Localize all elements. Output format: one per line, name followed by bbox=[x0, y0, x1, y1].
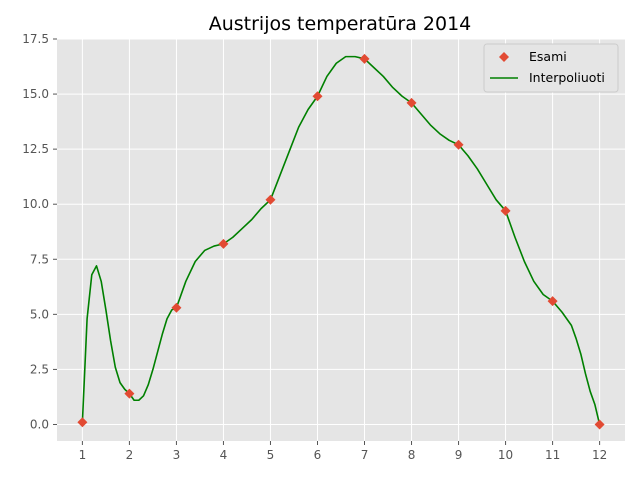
y-tick-label: 17.5 bbox=[22, 32, 49, 46]
y-tick-label: 10.0 bbox=[22, 197, 49, 211]
x-tick-label: 5 bbox=[267, 448, 275, 462]
y-tick-label: 0.0 bbox=[30, 417, 49, 431]
legend: Esami Interpoliuoti bbox=[483, 43, 619, 93]
data-point-esami bbox=[594, 419, 605, 430]
data-point-esami bbox=[77, 417, 88, 428]
legend-box bbox=[483, 43, 619, 93]
y-tick-label: 15.0 bbox=[22, 87, 49, 101]
data-point-esami bbox=[500, 205, 511, 216]
legend-label: Interpoliuoti bbox=[529, 70, 605, 85]
x-tick-label: 3 bbox=[173, 448, 181, 462]
legend-marker-esami bbox=[499, 52, 509, 62]
data-point-esami bbox=[547, 296, 558, 307]
x-tick-label: 11 bbox=[545, 448, 560, 462]
x-tick-label: 10 bbox=[498, 448, 513, 462]
x-tick-label: 4 bbox=[220, 448, 228, 462]
series-line-interpoliuoti bbox=[81, 55, 601, 425]
chart-title: Austrijos temperatūra 2014 bbox=[209, 13, 472, 35]
series-layer bbox=[77, 53, 605, 430]
data-point-esami bbox=[218, 238, 229, 249]
data-point-esami bbox=[124, 388, 135, 399]
x-tick-label: 1 bbox=[79, 448, 87, 462]
data-point-esami bbox=[312, 91, 323, 102]
y-tick-label: 12.5 bbox=[22, 142, 49, 156]
data-point-esami bbox=[406, 97, 417, 108]
y-tick-label: 5.0 bbox=[30, 307, 49, 321]
data-point-esami bbox=[359, 53, 370, 64]
data-point-esami bbox=[453, 139, 464, 150]
tick-labels: 1 2 3 4 5 6 7 8 9 10 11 120.02.55.07.510.012.515.01… bbox=[22, 32, 607, 462]
x-tick-label: 8 bbox=[408, 448, 416, 462]
data-point-esami bbox=[265, 194, 276, 205]
x-tick-label: 12 bbox=[592, 448, 607, 462]
x-tick-label: 7 bbox=[361, 448, 369, 462]
x-tick-label: 6 bbox=[314, 448, 322, 462]
data-point-esami bbox=[171, 302, 182, 313]
y-tick-label: 7.5 bbox=[30, 252, 49, 266]
legend-label: Esami bbox=[529, 49, 567, 64]
plot-area bbox=[57, 39, 625, 441]
x-tick-label: 2 bbox=[126, 448, 134, 462]
grid bbox=[57, 38, 625, 441]
y-tick-label: 2.5 bbox=[30, 362, 49, 376]
x-tick-label: 9 bbox=[455, 448, 463, 462]
